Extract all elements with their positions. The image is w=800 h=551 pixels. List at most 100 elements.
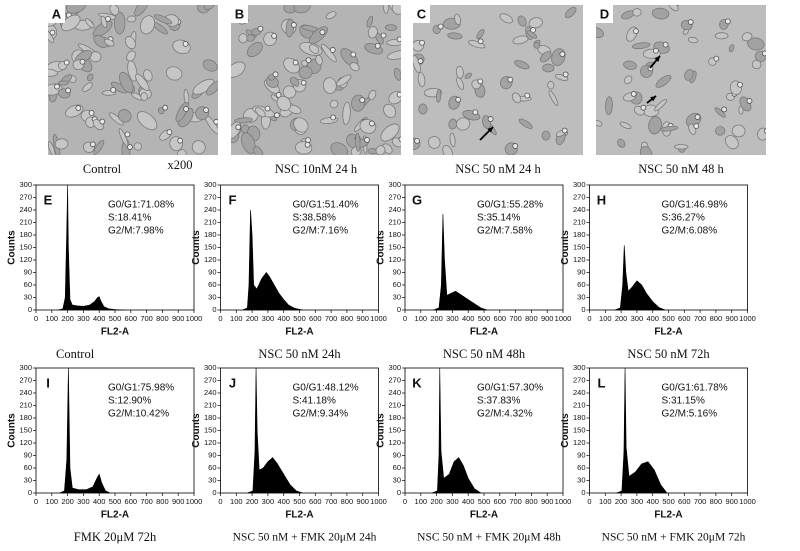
x-tick-label: 900 [725,314,738,323]
x-tick-label: 1000 [555,314,572,323]
cell [391,5,401,15]
x-tick-label: 200 [430,497,443,506]
histogram-area [431,367,482,494]
cell [366,15,374,28]
round-cell [721,106,728,113]
round-cell [562,71,569,78]
panel-letter: I [46,375,50,390]
cell [382,5,390,14]
round-cell [182,40,189,47]
letter-box [231,5,248,23]
y-tick-label: 240 [573,205,586,214]
y-tick-label: 60 [24,280,32,289]
x-tick-label: 600 [125,314,138,323]
phase-annotation: S:35.14% [477,213,520,224]
x-tick-label: 100 [415,314,428,323]
cell [738,105,744,115]
micrograph: B NSC 10nM 24 h [231,5,401,176]
y-tick-label: 150 [204,425,217,434]
cell [282,85,297,99]
x-tick-label: 400 [646,497,659,506]
cell [82,82,93,92]
round-cell [652,47,659,54]
y-tick-label: 60 [393,280,401,289]
x-tick-label: 200 [615,497,628,506]
cell [747,37,765,51]
y-tick-label: 240 [388,205,401,214]
cell [108,112,124,126]
y-tick-label: 0 [397,305,401,314]
cell [134,5,149,17]
panel-letter: B [235,6,244,21]
phase-annotation: G2/M:7.16% [293,226,349,237]
cell [241,132,256,154]
round-cell [472,109,479,116]
x-tick-label: 100 [46,314,59,323]
micrograph-bg [413,5,583,155]
histogram-area [58,184,125,311]
photo-caption: NSC 50 nM 48 h [638,162,724,176]
cell [436,88,442,103]
y-tick-label: 270 [204,192,217,201]
round-cell [183,106,189,112]
round-cell [124,131,131,138]
x-tick-label: 300 [631,314,644,323]
histogram-area [59,367,111,494]
y-tick-label: 30 [577,475,585,484]
cell [246,42,263,58]
x-tick-label: 900 [541,314,554,323]
round-cell [559,51,566,58]
cell [455,117,471,131]
y-tick-label: 180 [19,230,32,239]
x-tick-label: 800 [710,314,723,323]
phase-annotation: G2/M:6.08% [662,226,718,237]
y-tick-label: 120 [573,255,586,264]
cell [308,44,320,54]
round-cell [350,51,357,58]
y-tick-label: 180 [573,413,586,422]
cell [139,15,156,35]
x-tick-label: 500 [109,314,122,323]
phase-annotation: G2/M:7.58% [477,226,533,237]
round-cell [330,114,337,121]
cell [177,149,187,155]
round-cell [396,91,401,98]
cell [731,124,746,138]
x-tick-label: 900 [541,497,554,506]
histogram-area [616,367,668,494]
photo-caption: Control [83,162,122,176]
cell [418,103,428,115]
micrograph: D NSC 50 nM 48 h [596,5,766,176]
y-tick-label: 120 [388,255,401,264]
x-tick-label: 500 [293,497,306,506]
y-tick-label: 30 [208,292,216,301]
x-tick-label: 700 [694,497,707,506]
y-tick-label: 180 [573,230,586,239]
cell [631,42,651,50]
phase-annotation: G0/G1:75.98% [108,383,174,394]
phase-annotation: G0/G1:51.40% [293,200,359,211]
x-tick-label: 400 [277,497,290,506]
cell [124,36,136,50]
x-tick-label: 700 [509,314,522,323]
cell [315,54,323,66]
x-tick-label: 1000 [739,497,756,506]
round-cell [49,29,56,36]
cell [511,92,522,104]
x-tick-label: 100 [599,314,612,323]
cell [542,63,555,73]
cell [325,11,337,20]
x-tick-label: 1000 [370,497,387,506]
cell [476,28,485,40]
cell [329,99,339,109]
round-cell [264,105,271,112]
cell [499,13,513,24]
phase-annotation: G0/G1:61.78% [662,383,728,394]
round-cell [292,59,299,66]
x-tick-label: 400 [462,314,475,323]
cell [293,117,309,133]
x-tick-label: 300 [77,497,90,506]
round-cell [640,104,647,111]
x-tick-label: 300 [77,314,90,323]
y-tick-label: 240 [19,205,32,214]
